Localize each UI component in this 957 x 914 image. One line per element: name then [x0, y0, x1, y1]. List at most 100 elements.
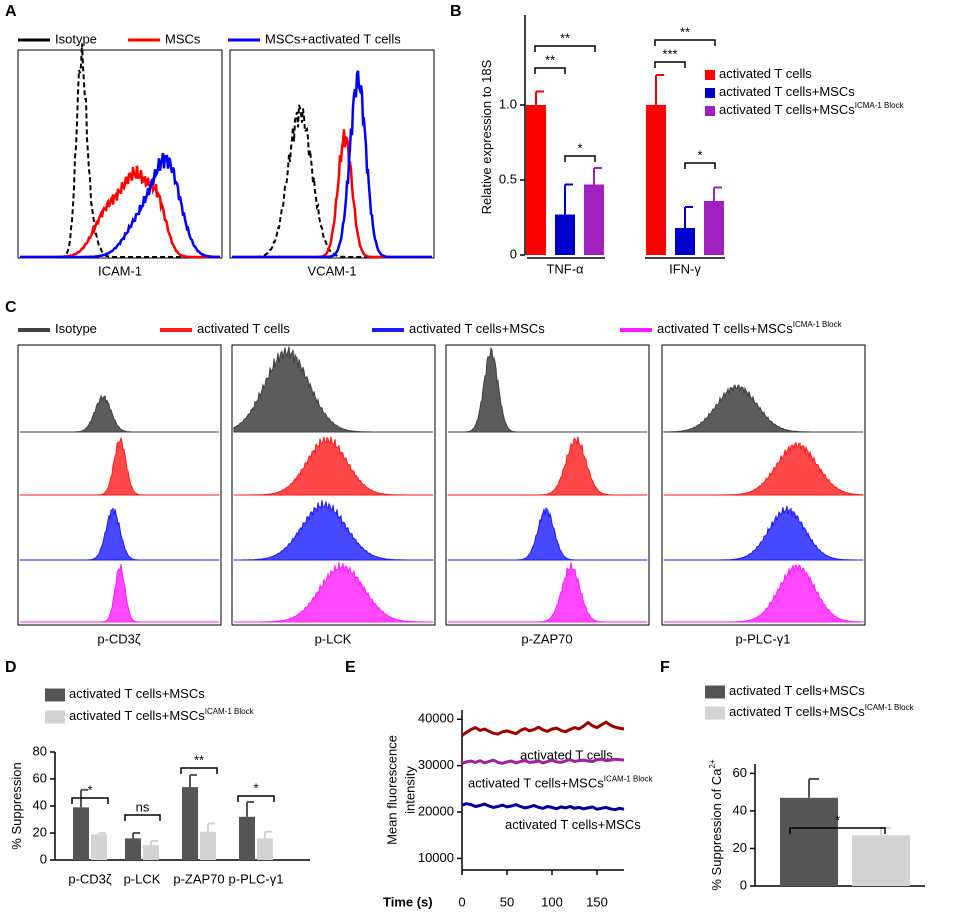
series-label-main: activated T cells+MSCs	[505, 818, 641, 833]
significance-bracket	[124, 814, 161, 821]
series-label-sup: ICAM-1 Block	[604, 774, 654, 783]
legend-label: Isotype	[55, 321, 97, 336]
histogram-fill	[448, 507, 647, 561]
bar	[852, 835, 910, 886]
significance-label: **	[680, 24, 690, 39]
y-axis-label: % Suppression of Ca2+	[708, 759, 724, 891]
histogram-frame	[229, 49, 435, 259]
bar	[91, 834, 107, 860]
histogram-fill	[20, 564, 219, 623]
panel-label: B	[450, 3, 462, 20]
histogram-frame	[445, 344, 650, 626]
significance-label: **	[545, 52, 555, 67]
histogram-curve	[232, 70, 432, 259]
bar	[704, 201, 724, 255]
x-tick-label: IFN-γ	[669, 261, 701, 276]
x-tick-label: 150	[586, 894, 608, 909]
bar	[125, 838, 141, 860]
histogram-fill	[20, 507, 219, 561]
histogram-fill	[234, 562, 433, 623]
series-label: activated T cells+MSCsICAM-1 Block	[468, 774, 654, 790]
y-tick-label: 0	[740, 877, 747, 892]
panel-label: A	[5, 3, 17, 20]
significance-label: *	[697, 147, 702, 162]
significance-label: *	[835, 812, 840, 827]
legend-label-main: activated T cells+MSCs	[729, 683, 865, 698]
significance-bracket	[654, 39, 716, 46]
y-axis-label: Mean fluorescence	[384, 735, 399, 845]
x-tick-label: p-LCK	[124, 871, 161, 886]
bar	[143, 845, 159, 860]
bar	[182, 787, 198, 860]
legend-label-main: activated T cells+MSCs	[657, 321, 793, 336]
legend-label-main: activated T cells+MSCs	[409, 321, 545, 336]
legend-label: activated T cells+MSCs	[719, 84, 855, 99]
significance-bracket	[180, 767, 218, 774]
x-tick-label: p-PLC-γ1	[229, 871, 284, 886]
panel-label: E	[345, 659, 356, 676]
histogram-curve	[20, 43, 220, 258]
legend-swatch	[705, 706, 725, 720]
line-series	[461, 802, 625, 812]
y-axis-label-main: Relative expression to 18S	[479, 59, 494, 214]
legend-swatch	[705, 88, 715, 98]
significance-label: ***	[662, 46, 677, 61]
significance-label: **	[560, 30, 570, 45]
legend-label: activated T cells+MSCsICAM-1 Block	[69, 707, 255, 723]
significance-bracket	[237, 795, 275, 802]
histogram-curve	[232, 129, 432, 259]
significance-label: **	[194, 752, 204, 767]
y-tick-label: 20	[733, 840, 747, 855]
histogram-fill	[448, 436, 647, 496]
legend-label-main: Isotype	[55, 321, 97, 336]
histogram-frame	[17, 49, 223, 259]
panel-label: F	[660, 659, 670, 676]
x-axis-label: Time (s)	[383, 894, 433, 909]
y-tick-label: 40000	[418, 711, 454, 726]
x-axis-label: p-CD3ζ	[97, 631, 141, 646]
significance-bracket	[534, 45, 596, 52]
series-label-main: activated T cells+MSCs	[468, 776, 604, 791]
legend-swatch	[705, 70, 715, 80]
x-axis-label: VCAM-1	[307, 263, 356, 278]
histogram-fill	[233, 346, 433, 433]
histogram-fill	[448, 562, 647, 623]
histogram-fill	[20, 394, 219, 433]
legend-swatch	[45, 688, 65, 702]
significance-label: *	[87, 782, 92, 797]
y-tick-label: 0	[510, 246, 517, 261]
legend-swatch	[705, 106, 715, 116]
legend-label-main: activated T cells+MSCs	[69, 708, 205, 723]
legend-label: MSCs+activated T cells	[265, 31, 401, 46]
legend-label-sup: ICMA-1 Block	[793, 320, 843, 329]
panel-label: D	[5, 659, 17, 676]
histogram-fill	[234, 436, 433, 496]
bar	[257, 838, 273, 860]
y-tick-label: 10000	[418, 850, 454, 865]
histogram-fill	[448, 346, 647, 433]
bar	[200, 831, 216, 860]
bar	[526, 105, 546, 255]
significance-label: ns	[136, 799, 150, 814]
bar	[239, 816, 255, 860]
y-tick-label: 0.5	[499, 171, 517, 186]
y-tick-label: 60	[33, 770, 47, 785]
y-tick-label: 1.0	[499, 96, 517, 111]
y-tick-label: 20000	[418, 803, 454, 818]
y-tick-label: 40	[33, 797, 47, 812]
bar	[780, 797, 838, 886]
significance-label: *	[577, 140, 582, 155]
series-label: activated T cells	[520, 748, 613, 763]
legend-label-sup: ICMA-1 Block	[855, 101, 905, 110]
significance-bracket	[71, 797, 109, 804]
x-axis-label: p-LCK	[315, 631, 352, 646]
legend-label: MSCs	[165, 31, 201, 46]
y-axis-label-sup: 2+	[708, 759, 717, 768]
legend-label-main: activated T cells	[719, 66, 812, 81]
line-series	[461, 757, 625, 765]
x-tick-label: p-ZAP70	[173, 871, 224, 886]
histogram-curve	[20, 152, 220, 259]
legend-label-main: activated T cells+MSCs	[729, 704, 865, 719]
